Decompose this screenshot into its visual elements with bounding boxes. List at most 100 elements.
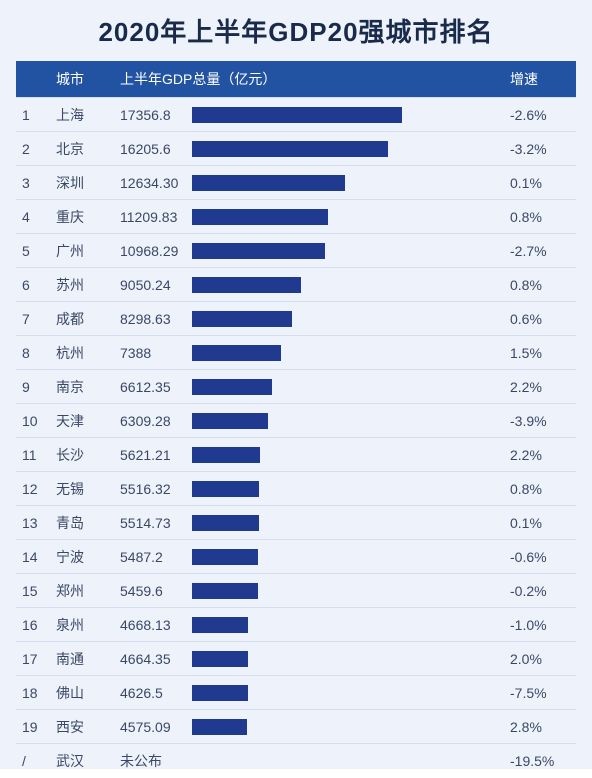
gdp-value-label: 4668.13 xyxy=(120,617,192,633)
table-row: /武汉未公布-19.5% xyxy=(16,744,576,778)
cell-city: 郑州 xyxy=(50,574,114,608)
cell-gdp: 10968.29 xyxy=(114,234,504,268)
cell-rate: -3.2% xyxy=(504,132,576,166)
cell-city: 天津 xyxy=(50,404,114,438)
cell-city: 苏州 xyxy=(50,268,114,302)
gdp-bar xyxy=(192,311,292,327)
table-row: 18佛山4626.5-7.5% xyxy=(16,676,576,710)
cell-gdp: 5516.32 xyxy=(114,472,504,506)
cell-rank: 15 xyxy=(16,574,50,608)
cell-city: 无锡 xyxy=(50,472,114,506)
gdp-value-label: 6309.28 xyxy=(120,413,192,429)
gdp-bar-track xyxy=(192,311,498,327)
cell-city: 重庆 xyxy=(50,200,114,234)
cell-gdp: 17356.8 xyxy=(114,98,504,132)
table-row: 8杭州73881.5% xyxy=(16,336,576,370)
gdp-bar xyxy=(192,379,272,395)
cell-city: 佛山 xyxy=(50,676,114,710)
gdp-bar-track xyxy=(192,685,498,701)
table-header: 城市 上半年GDP总量（亿元） 增速 xyxy=(16,61,576,98)
cell-rate: 2.0% xyxy=(504,642,576,676)
gdp-bar-track xyxy=(192,345,498,361)
cell-rate: 2.8% xyxy=(504,710,576,744)
gdp-bar xyxy=(192,515,259,531)
cell-rank: 9 xyxy=(16,370,50,404)
gdp-value-label: 5516.32 xyxy=(120,481,192,497)
gdp-bar xyxy=(192,481,259,497)
cell-city: 青岛 xyxy=(50,506,114,540)
cell-gdp: 11209.83 xyxy=(114,200,504,234)
gdp-value-label: 16205.6 xyxy=(120,141,192,157)
gdp-value-label: 17356.8 xyxy=(120,107,192,123)
table-row: 6苏州9050.240.8% xyxy=(16,268,576,302)
table-row: 3深圳12634.300.1% xyxy=(16,166,576,200)
gdp-value-label: 10968.29 xyxy=(120,243,192,259)
gdp-bar-track xyxy=(192,243,498,259)
gdp-value-label: 4575.09 xyxy=(120,719,192,735)
cell-gdp: 4626.5 xyxy=(114,676,504,710)
cell-rank: 5 xyxy=(16,234,50,268)
gdp-bar xyxy=(192,651,248,667)
table-row: 11长沙5621.212.2% xyxy=(16,438,576,472)
gdp-bar-track xyxy=(192,413,498,429)
cell-city: 泉州 xyxy=(50,608,114,642)
table-body: 1上海17356.8-2.6%2北京16205.6-3.2%3深圳12634.3… xyxy=(16,98,576,778)
gdp-bar-track xyxy=(192,141,498,157)
cell-rate: -0.2% xyxy=(504,574,576,608)
cell-city: 长沙 xyxy=(50,438,114,472)
cell-rate: -0.6% xyxy=(504,540,576,574)
cell-rate: 0.8% xyxy=(504,200,576,234)
gdp-bar-track xyxy=(192,107,498,123)
gdp-value-label: 未公布 xyxy=(120,751,192,771)
gdp-value-label: 4664.35 xyxy=(120,651,192,667)
cell-rank: 2 xyxy=(16,132,50,166)
col-header-rank xyxy=(16,61,50,98)
gdp-value-label: 5621.21 xyxy=(120,447,192,463)
cell-rate: -3.9% xyxy=(504,404,576,438)
gdp-value-label: 7388 xyxy=(120,345,192,361)
gdp-bar-track xyxy=(192,617,498,633)
table-row: 14宁波5487.2-0.6% xyxy=(16,540,576,574)
table-row: 19西安4575.092.8% xyxy=(16,710,576,744)
cell-rate: -2.6% xyxy=(504,98,576,132)
gdp-bar-track xyxy=(192,481,498,497)
gdp-value-label: 5514.73 xyxy=(120,515,192,531)
gdp-bar-track xyxy=(192,175,498,191)
gdp-value-label: 11209.83 xyxy=(120,209,192,225)
table-row: 1上海17356.8-2.6% xyxy=(16,98,576,132)
gdp-bar-track xyxy=(192,651,498,667)
gdp-bar xyxy=(192,141,388,157)
gdp-bar-track xyxy=(192,277,498,293)
page-title: 2020年上半年GDP20强城市排名 xyxy=(16,12,576,49)
gdp-value-label: 8298.63 xyxy=(120,311,192,327)
cell-gdp: 5514.73 xyxy=(114,506,504,540)
cell-rank: 12 xyxy=(16,472,50,506)
cell-rate: 0.6% xyxy=(504,302,576,336)
table-row: 10天津6309.28-3.9% xyxy=(16,404,576,438)
table-row: 7成都8298.630.6% xyxy=(16,302,576,336)
cell-city: 南京 xyxy=(50,370,114,404)
gdp-bar xyxy=(192,345,281,361)
table-row: 17南通 4664.35 2.0% xyxy=(16,642,576,676)
page: 2020年上半年GDP20强城市排名 城市 上半年GDP总量（亿元） 增速 1上… xyxy=(0,0,592,769)
gdp-bar xyxy=(192,685,248,701)
cell-city: 南通 xyxy=(50,642,114,676)
table-row: 15郑州5459.6-0.2% xyxy=(16,574,576,608)
cell-gdp: 5621.21 xyxy=(114,438,504,472)
gdp-value-label: 9050.24 xyxy=(120,277,192,293)
cell-rank: / xyxy=(16,744,50,778)
gdp-bar xyxy=(192,209,328,225)
cell-city: 北京 xyxy=(50,132,114,166)
cell-gdp: 6612.35 xyxy=(114,370,504,404)
table-row: 2北京 16205.6 -3.2% xyxy=(16,132,576,166)
cell-rank: 11 xyxy=(16,438,50,472)
gdp-bar xyxy=(192,277,301,293)
table-row: 4重庆11209.830.8% xyxy=(16,200,576,234)
cell-rank: 18 xyxy=(16,676,50,710)
cell-rank: 3 xyxy=(16,166,50,200)
table-row: 13青岛5514.730.1% xyxy=(16,506,576,540)
cell-rank: 1 xyxy=(16,98,50,132)
cell-rank: 17 xyxy=(16,642,50,676)
cell-city: 深圳 xyxy=(50,166,114,200)
cell-gdp: 16205.6 xyxy=(114,132,504,166)
